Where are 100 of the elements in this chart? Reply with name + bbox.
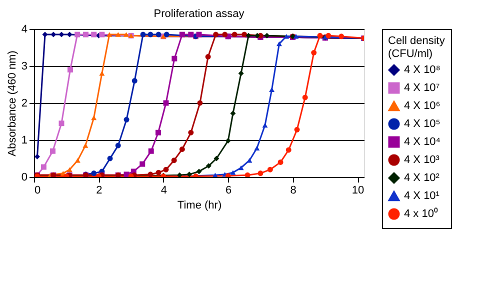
point <box>148 172 154 177</box>
legend-title: Cell density (CFU/ml) <box>388 35 446 60</box>
point <box>106 32 112 37</box>
legend-label: 4 X 10³ <box>404 154 440 166</box>
point <box>338 34 344 40</box>
point <box>156 170 162 176</box>
point <box>115 32 121 37</box>
point <box>66 32 72 38</box>
y-tick-label: 2 <box>21 98 28 110</box>
point <box>258 170 264 176</box>
point <box>83 32 89 38</box>
point <box>124 172 130 177</box>
x-tick-label: 6 <box>226 184 232 196</box>
legend-label: 4 X 10⁵ <box>404 118 440 130</box>
legend-label: 4 X 10⁸ <box>404 64 440 76</box>
point <box>230 110 236 116</box>
legend-label: 4 X 10⁶ <box>404 100 440 112</box>
point <box>278 159 284 165</box>
point <box>163 166 169 172</box>
point <box>196 168 202 174</box>
point <box>66 167 72 172</box>
point <box>186 172 192 177</box>
x-tick-label: 0 <box>34 184 41 196</box>
point <box>91 32 97 38</box>
y-tick-label: 1 <box>21 134 28 146</box>
chart-title: Proliferation assay <box>154 8 245 20</box>
point <box>232 32 238 38</box>
point <box>42 32 48 38</box>
point <box>286 147 292 153</box>
point <box>284 34 290 39</box>
point <box>213 32 219 38</box>
point <box>197 100 203 106</box>
point <box>74 158 80 163</box>
point <box>115 142 121 148</box>
point <box>40 164 46 170</box>
point <box>140 161 146 167</box>
point <box>140 32 146 38</box>
point <box>171 158 177 164</box>
point <box>262 122 268 128</box>
point <box>222 32 228 38</box>
x-axis-title: Time (hr) <box>177 200 222 212</box>
point <box>267 166 273 172</box>
y-tick-label: 0 <box>21 172 28 184</box>
point <box>206 163 212 169</box>
point <box>179 146 185 152</box>
point <box>188 130 194 136</box>
point <box>205 54 211 60</box>
x-tick-label: 4 <box>160 184 167 196</box>
legend-label: 4 X 10² <box>404 172 440 184</box>
point <box>179 32 185 38</box>
point <box>155 130 161 136</box>
point <box>188 32 194 38</box>
point <box>123 32 129 37</box>
point <box>156 32 162 38</box>
x-tick-label: 10 <box>352 184 364 196</box>
point <box>311 50 317 56</box>
point <box>238 70 244 76</box>
point <box>176 172 182 177</box>
point <box>302 94 308 100</box>
point <box>67 66 73 72</box>
point <box>50 148 56 154</box>
point <box>293 34 299 39</box>
point <box>34 154 40 160</box>
point <box>238 165 244 170</box>
point <box>50 32 56 38</box>
point <box>230 170 236 175</box>
point <box>214 156 220 162</box>
point <box>294 126 300 132</box>
point <box>276 41 282 46</box>
point <box>254 146 260 151</box>
point <box>269 87 275 92</box>
point <box>148 148 154 154</box>
point <box>107 156 113 162</box>
point <box>99 32 105 38</box>
point <box>317 32 323 38</box>
point <box>172 56 178 62</box>
point <box>58 120 64 126</box>
point <box>58 32 64 38</box>
point <box>91 170 97 176</box>
point <box>124 116 130 122</box>
point <box>82 143 88 148</box>
point <box>164 32 170 38</box>
legend-label: 4 x 10⁰ <box>404 207 438 220</box>
x-tick-label: 8 <box>290 184 296 196</box>
y-axis-title: Absorbance (460 nm) <box>6 50 18 156</box>
point <box>326 32 332 38</box>
point <box>246 32 252 38</box>
y-tick-label: 3 <box>21 60 28 72</box>
point <box>196 32 202 38</box>
legend-label: 4 X 10⁴ <box>404 136 441 148</box>
point <box>225 138 231 144</box>
legend-label: 4 X 10¹ <box>404 190 440 202</box>
point <box>242 32 248 38</box>
y-tick-label: 4 <box>21 24 28 36</box>
legend-label: 4 X 10⁷ <box>404 82 440 94</box>
point <box>244 172 250 177</box>
point <box>148 32 154 38</box>
point <box>99 71 105 76</box>
point <box>74 32 80 38</box>
x-tick-label: 2 <box>96 184 102 196</box>
